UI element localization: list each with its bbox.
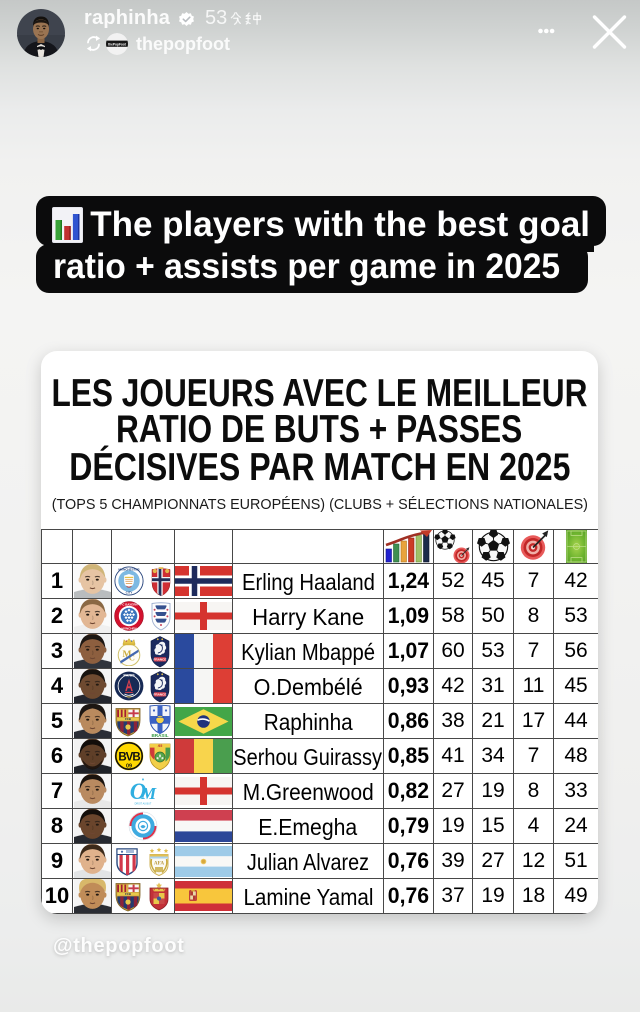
svg-text:FCB: FCB bbox=[125, 892, 131, 896]
svg-text:FRANCE: FRANCE bbox=[154, 692, 167, 696]
svg-text:O: O bbox=[130, 779, 147, 804]
svg-text:M: M bbox=[140, 784, 157, 803]
svg-text:/65: /65 bbox=[158, 744, 163, 748]
svg-text:MÜNCHEN: MÜNCHEN bbox=[122, 625, 137, 630]
svg-text:C: C bbox=[128, 653, 134, 663]
svg-text:·: · bbox=[128, 698, 129, 701]
svg-text:09: 09 bbox=[126, 763, 132, 769]
svg-text:FRANCE: FRANCE bbox=[154, 657, 167, 661]
svg-text:AFA: AFA bbox=[154, 860, 165, 866]
svg-text:CITY: CITY bbox=[126, 591, 133, 595]
svg-text:thePopFoot: thePopFoot bbox=[108, 42, 127, 46]
svg-text:FCB: FCB bbox=[125, 717, 131, 721]
svg-text:M: M bbox=[122, 650, 131, 660]
svg-text:DROIT AU BUT: DROIT AU BUT bbox=[135, 802, 152, 805]
svg-text:PARIS: PARIS bbox=[123, 673, 135, 677]
svg-text:FC BAYERN: FC BAYERN bbox=[121, 602, 138, 606]
svg-text:BVB: BVB bbox=[118, 752, 140, 764]
svg-text:MANCHESTER: MANCHESTER bbox=[119, 568, 141, 572]
svg-text:BRASIL: BRASIL bbox=[151, 733, 168, 738]
